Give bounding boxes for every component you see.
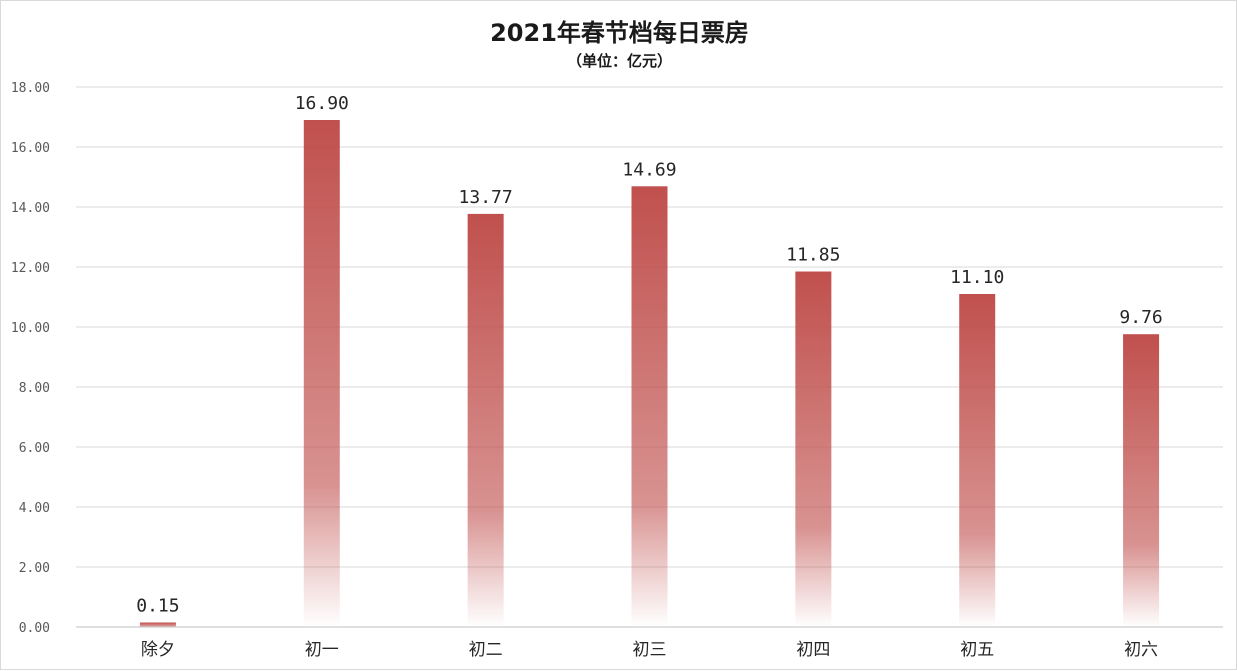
data-label: 9.76	[1119, 307, 1162, 328]
data-label: 16.90	[295, 93, 349, 114]
bar-1	[303, 120, 340, 627]
x-tick-label: 初五	[960, 640, 994, 660]
y-tick-label: 14.00	[11, 201, 50, 216]
bar-6	[1123, 334, 1160, 627]
x-tick-label: 初三	[633, 640, 667, 660]
bar-5	[959, 294, 996, 627]
y-tick-label: 0.00	[19, 621, 50, 636]
chart-subtitle: （单位：亿元）	[566, 52, 672, 70]
x-tick-label: 除夕	[141, 640, 175, 660]
data-label: 11.10	[950, 267, 1004, 288]
y-tick-label: 16.00	[11, 141, 50, 156]
x-tick-label: 初四	[796, 640, 830, 660]
y-tick-label: 6.00	[19, 441, 50, 456]
data-label: 11.85	[786, 245, 840, 266]
y-axis: 0.00 2.00 4.00 6.00 8.00 10.00 12.00 14.00 16.00…	[11, 81, 50, 636]
bars: 0.15 16.90 13.77 14.69 11.85 11.10 9.76	[136, 93, 1163, 628]
x-tick-label: 初一	[305, 640, 339, 660]
data-label: 13.77	[459, 187, 513, 208]
y-tick-label: 18.00	[11, 81, 50, 96]
y-tick-label: 12.00	[11, 261, 50, 276]
data-label: 14.69	[622, 159, 676, 180]
y-tick-label: 2.00	[19, 561, 50, 576]
y-tick-label: 4.00	[19, 501, 50, 516]
x-tick-label: 初二	[469, 640, 503, 660]
y-tick-label: 8.00	[19, 381, 50, 396]
bar-4	[795, 271, 832, 627]
data-label: 0.15	[136, 596, 179, 617]
bar-2	[467, 213, 504, 627]
x-tick-label: 初六	[1124, 640, 1158, 660]
chart-title: 2021年春节档每日票房	[490, 19, 749, 47]
y-tick-label: 10.00	[11, 321, 50, 336]
bar-3	[631, 186, 668, 628]
x-axis: 除夕 初一 初二 初三 初四 初五 初六	[141, 640, 1158, 660]
bar-0	[139, 622, 176, 627]
